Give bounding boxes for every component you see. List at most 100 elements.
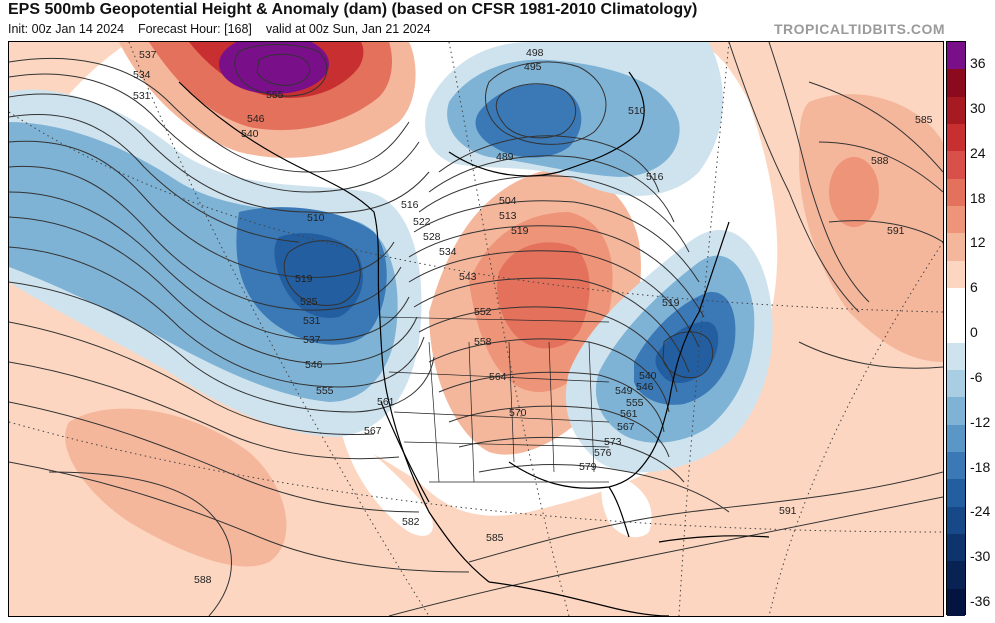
colorbar-tick-label: -30 bbox=[970, 548, 991, 565]
colorbar-tick-label: 36 bbox=[970, 55, 986, 71]
colorbar-swatch bbox=[947, 342, 965, 371]
contour-label: 540 bbox=[639, 370, 657, 382]
coast-hudson bbox=[448, 71, 645, 177]
contour-label: 498 bbox=[526, 47, 544, 59]
colorbar-tick-label: -24 bbox=[970, 503, 991, 520]
colorbar-tick-label: 30 bbox=[970, 99, 986, 116]
contour-label: 561 bbox=[620, 408, 638, 420]
coast-gulf bbox=[508, 401, 670, 489]
coast-west-america bbox=[178, 81, 490, 583]
colorbar-swatch bbox=[947, 479, 965, 508]
contour-label: 519 bbox=[511, 225, 529, 237]
colorbar-swatch bbox=[947, 206, 965, 234]
contour-label: 513 bbox=[499, 210, 517, 222]
contour-label: 537 bbox=[303, 334, 321, 346]
coast-florida bbox=[608, 486, 630, 538]
colorbar-tick-label: -6 bbox=[970, 368, 983, 385]
colorbar-swatch bbox=[947, 506, 965, 535]
contour-label: 588 bbox=[871, 155, 889, 167]
contour-label: 588 bbox=[194, 574, 212, 586]
contour-label: 525 bbox=[300, 296, 318, 308]
contour-label: 534 bbox=[439, 246, 457, 258]
neutral-zone-baja bbox=[339, 422, 433, 536]
warm-anomaly-gulf bbox=[601, 472, 652, 538]
colorbar-swatch bbox=[947, 397, 965, 426]
height-contours bbox=[9, 42, 943, 616]
colorbar-swatch bbox=[947, 424, 965, 453]
contour-label: 555 bbox=[626, 397, 644, 409]
contour-label: 555 bbox=[316, 385, 334, 397]
colorbar-tick-label: -36 bbox=[970, 593, 991, 609]
contour-label: 570 bbox=[509, 407, 527, 419]
contour-label-group: 537 534 531 555 546 540 510 519 525 531 … bbox=[133, 47, 933, 586]
contour-label: 510 bbox=[307, 212, 325, 224]
contour-label: 582 bbox=[402, 516, 420, 528]
colorbar-swatch bbox=[947, 452, 965, 480]
contour-label: 540 bbox=[241, 128, 259, 140]
contour-label: 504 bbox=[499, 195, 517, 207]
colorbar-tick-label: -18 bbox=[970, 458, 991, 475]
colorbar-swatch bbox=[947, 124, 965, 152]
contour-label: 558 bbox=[474, 336, 492, 348]
contour-label: 531 bbox=[133, 90, 151, 102]
contour-label: 591 bbox=[779, 505, 797, 517]
contour-label: 546 bbox=[247, 113, 265, 125]
political-borders bbox=[378, 316, 610, 483]
warm-anomaly-atlantic bbox=[799, 94, 943, 362]
colorbar-swatch bbox=[947, 69, 965, 98]
coast-baja bbox=[380, 401, 430, 503]
colorbar-swatch bbox=[947, 260, 965, 289]
colorbar-swatch bbox=[947, 233, 965, 262]
brand-watermark: TROPICALTIDBITS.COM bbox=[773, 21, 945, 37]
chart-title: EPS 500mb Geopotential Height & Anomaly … bbox=[8, 1, 698, 18]
contour-label: 585 bbox=[486, 532, 504, 544]
contour-label: 534 bbox=[133, 69, 151, 81]
coast-east bbox=[668, 221, 730, 403]
warm-anomaly-atlantic-core bbox=[829, 157, 879, 227]
cold-anomaly-hudson-core bbox=[475, 84, 582, 158]
coast-cuba bbox=[658, 535, 770, 543]
contour-label: 543 bbox=[459, 271, 477, 283]
contour-label: 564 bbox=[489, 371, 507, 383]
contour-label: 561 bbox=[377, 396, 395, 408]
coastlines bbox=[178, 71, 770, 616]
warm-anomaly-pacific-south bbox=[65, 408, 287, 567]
colorbar-swatch bbox=[947, 178, 965, 207]
contour-label: 555 bbox=[266, 89, 284, 101]
colorbar-swatch bbox=[947, 96, 965, 125]
init-time: Init: 00z Jan 14 2024 bbox=[8, 22, 125, 36]
contour-label: 531 bbox=[303, 315, 321, 327]
colorbar-swatch bbox=[947, 42, 965, 70]
contour-label: 546 bbox=[305, 359, 323, 371]
valid-time: valid at 00z Sun, Jan 21 2024 bbox=[265, 22, 431, 36]
contour-label: 573 bbox=[604, 436, 622, 448]
colorbar bbox=[946, 41, 966, 617]
colorbar-swatch bbox=[947, 534, 965, 562]
contour-label: 567 bbox=[364, 425, 382, 437]
contour-label: 549 bbox=[615, 385, 633, 397]
colorbar-swatch bbox=[947, 151, 965, 180]
contour-label: 576 bbox=[594, 447, 612, 459]
contour-label: 546 bbox=[636, 381, 654, 393]
map-svg: 537 534 531 555 546 540 510 519 525 531 … bbox=[9, 42, 943, 616]
contour-label: 519 bbox=[662, 297, 680, 309]
contour-label: 537 bbox=[139, 49, 157, 61]
contour-label: 567 bbox=[617, 421, 635, 433]
colorbar-tick-label: 0 bbox=[970, 324, 978, 340]
colorbar-tick-label: 18 bbox=[970, 189, 986, 206]
lat-lon-grid bbox=[9, 42, 943, 616]
contour-label: 552 bbox=[474, 306, 492, 318]
colorbar-swatch bbox=[947, 288, 965, 316]
colorbar-tick-label: 24 bbox=[970, 144, 986, 161]
colorbar-swatch bbox=[947, 315, 965, 344]
contour-label: 591 bbox=[887, 225, 905, 237]
contour-label: 522 bbox=[413, 216, 431, 228]
colorbar-swatch bbox=[947, 588, 965, 617]
warm-anomaly-ridge-inner bbox=[497, 242, 590, 349]
contour-label: 516 bbox=[401, 199, 419, 211]
contour-label: 528 bbox=[423, 231, 441, 243]
contour-label: 510 bbox=[628, 105, 646, 117]
forecast-hour: Forecast Hour: [168] bbox=[137, 22, 252, 36]
cold-anomaly-pacific-core bbox=[274, 233, 363, 318]
colorbar-tick-label: 12 bbox=[970, 234, 986, 251]
